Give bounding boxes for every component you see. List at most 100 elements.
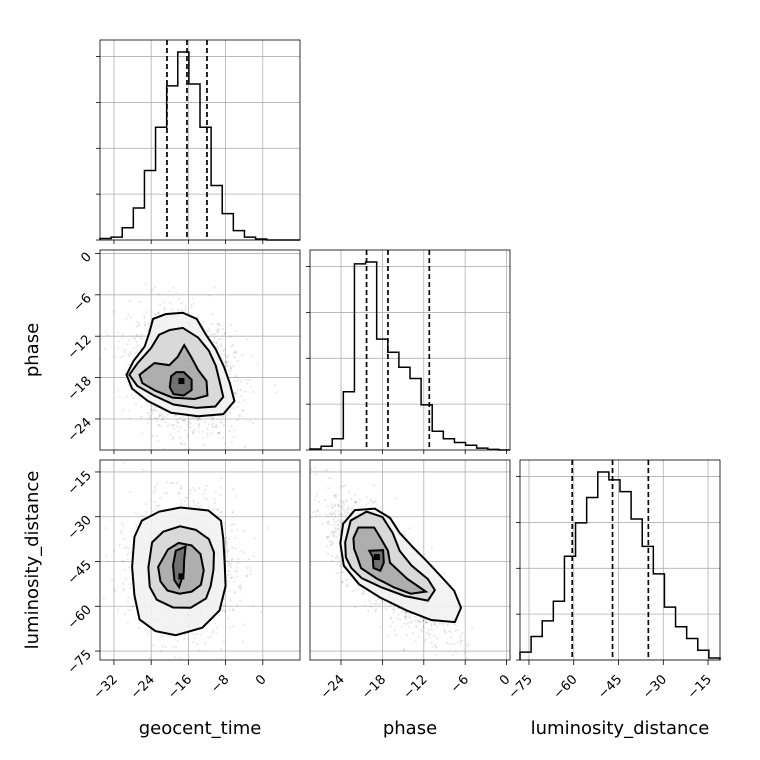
sample-point (129, 586, 132, 589)
sample-point (140, 337, 143, 341)
sample-point (117, 389, 120, 392)
contour-level-1 (367, 549, 385, 573)
sample-point (226, 360, 229, 363)
sample-point (223, 348, 226, 351)
sample-point (350, 507, 354, 510)
sample-point (434, 621, 437, 624)
sample-point (200, 504, 203, 507)
sample-point (226, 551, 229, 555)
sample-point (326, 514, 330, 517)
sample-point (215, 425, 218, 428)
sample-point (215, 341, 218, 344)
sample-point (229, 524, 232, 527)
sample-point (234, 329, 237, 332)
x-tick-label: −30 (640, 672, 670, 702)
x-tick-label: −6 (448, 672, 472, 696)
sample-point (206, 427, 209, 430)
sample-point (312, 511, 315, 514)
sample-point (122, 461, 125, 464)
sample-point (135, 523, 138, 526)
sample-point (249, 569, 252, 572)
sample-point (232, 352, 236, 355)
sample-point (423, 553, 426, 556)
sample-point (329, 523, 332, 526)
sample-point (302, 515, 304, 517)
sample-point (345, 584, 348, 587)
sample-point (339, 512, 342, 515)
scatter-panel-phase-vs-luminosity_distance (302, 459, 511, 661)
sample-point (383, 603, 386, 606)
sample-point (326, 545, 329, 548)
sample-point (244, 378, 247, 382)
sample-point (331, 541, 335, 544)
sample-point (353, 493, 357, 496)
sample-point (402, 649, 405, 652)
sample-point (229, 599, 232, 602)
sample-point (197, 501, 200, 505)
sample-point (171, 423, 175, 427)
sample-point (252, 555, 255, 558)
sample-point (223, 353, 226, 357)
sample-point (147, 325, 150, 328)
sample-point (219, 493, 222, 497)
sample-point (196, 642, 199, 645)
sample-point (447, 642, 450, 645)
panel-frame (99, 39, 301, 241)
sample-point (389, 617, 392, 620)
sample-point (121, 354, 124, 358)
sample-point (184, 633, 187, 636)
sample-point (186, 436, 189, 439)
sample-point (245, 566, 249, 570)
sample-point (327, 486, 330, 490)
sample-point (235, 374, 238, 378)
sample-point (432, 634, 435, 638)
sample-point (346, 508, 349, 512)
sample-point (425, 621, 428, 624)
sample-point (422, 618, 425, 621)
panel-frame (309, 249, 511, 451)
sample-point (208, 505, 211, 508)
histogram-panel-phase (306, 249, 511, 451)
sample-point (334, 531, 337, 534)
sample-point (119, 356, 122, 360)
sample-point (226, 554, 229, 558)
sample-point (442, 628, 446, 631)
sample-point (202, 444, 205, 447)
sample-point (213, 336, 216, 339)
sample-point (226, 547, 229, 550)
sample-point (135, 351, 139, 354)
sample-point (184, 504, 187, 507)
sample-point (229, 372, 232, 375)
sample-point (336, 504, 340, 507)
sample-point (161, 413, 164, 416)
sample-point (179, 436, 182, 439)
sample-point (118, 395, 121, 399)
sample-point (219, 420, 222, 423)
density-fill (353, 527, 426, 594)
x-tick-label: −8 (208, 672, 232, 696)
sample-point (143, 323, 146, 326)
sample-point (213, 332, 216, 335)
sample-point (373, 603, 376, 606)
sample-point (347, 505, 350, 508)
sample-point (340, 514, 343, 517)
sample-point (438, 621, 442, 624)
sample-point (150, 404, 153, 407)
sample-point (217, 432, 220, 435)
sample-point (240, 395, 243, 398)
sample-point (192, 499, 195, 502)
sample-point (232, 625, 235, 628)
sample-point (430, 546, 433, 549)
sample-point (136, 321, 139, 324)
sample-point (193, 428, 196, 431)
sample-point (404, 612, 407, 615)
sample-point (208, 329, 211, 332)
sample-point (105, 330, 108, 333)
sample-point (224, 609, 227, 613)
sample-point (403, 533, 407, 537)
sample-point (304, 527, 306, 529)
sample-point (113, 310, 116, 313)
sample-point (157, 292, 160, 296)
sample-point (179, 441, 182, 444)
sample-point (203, 492, 206, 495)
